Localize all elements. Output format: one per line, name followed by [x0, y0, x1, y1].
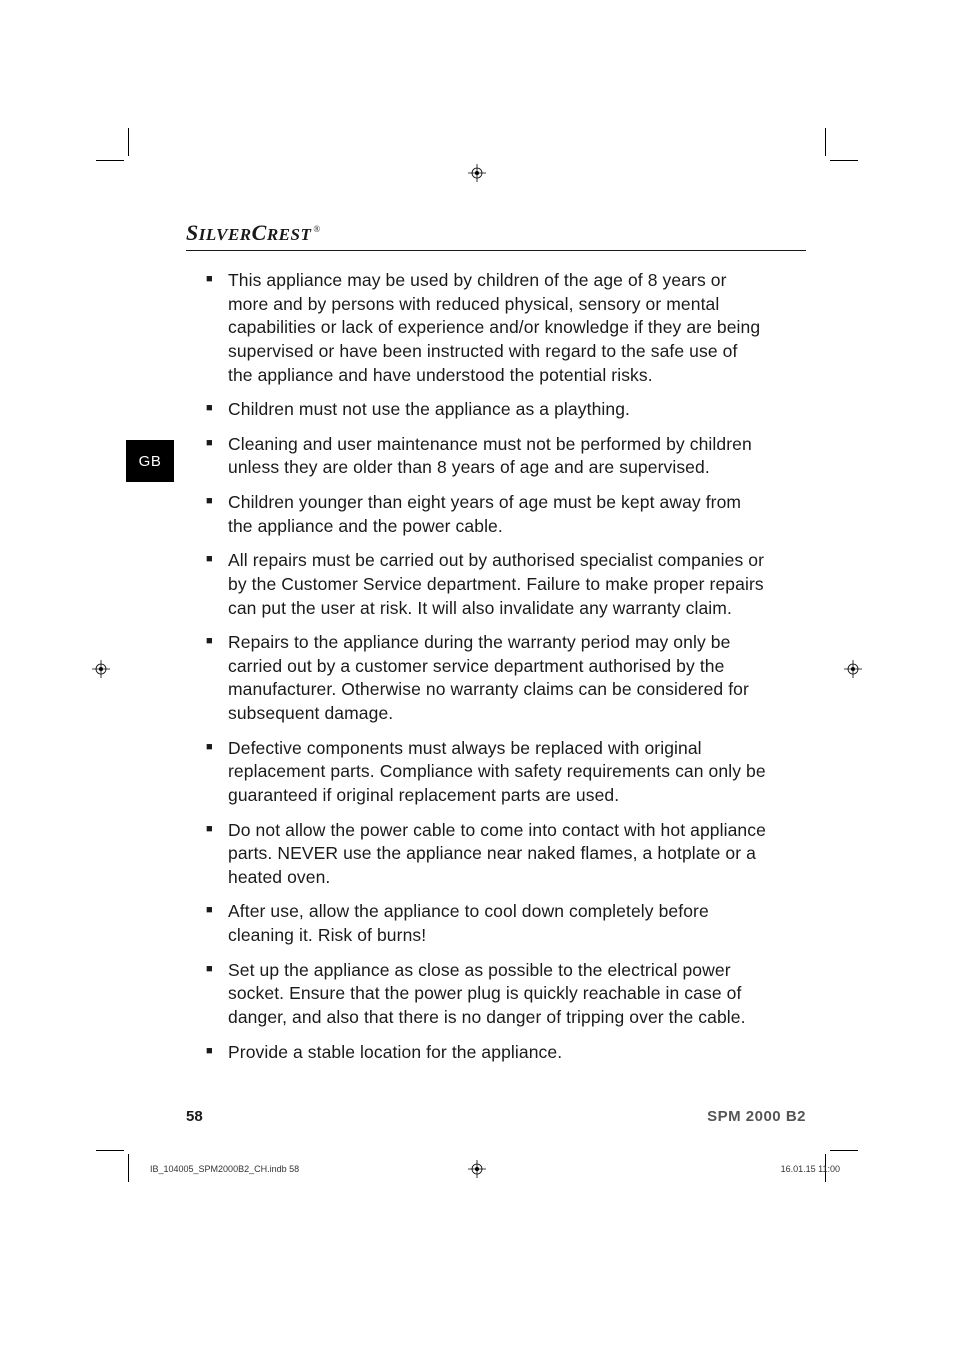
brand-logo: SILVERCREST ®	[186, 220, 806, 246]
registration-mark-icon	[468, 164, 486, 182]
crop-mark	[96, 1150, 124, 1151]
page-content: SILVERCREST ® This appliance may be used…	[186, 220, 806, 1075]
body-content: This appliance may be used by children o…	[206, 269, 766, 1064]
list-item: After use, allow the appliance to cool d…	[206, 900, 766, 947]
crop-mark	[830, 1150, 858, 1151]
crop-mark	[825, 128, 826, 156]
list-item: Repairs to the appliance during the warr…	[206, 631, 766, 726]
list-item: All repairs must be carried out by autho…	[206, 549, 766, 620]
page-number: 58	[186, 1108, 203, 1125]
list-item: Cleaning and user maintenance must not b…	[206, 433, 766, 480]
registration-mark-icon	[92, 660, 110, 678]
print-timestamp: 16.01.15 11:00	[781, 1164, 840, 1174]
language-tab: GB	[126, 440, 174, 482]
registration-mark-icon	[844, 660, 862, 678]
list-item: Provide a stable location for the applia…	[206, 1041, 766, 1065]
list-item: Children younger than eight years of age…	[206, 491, 766, 538]
list-item: Set up the appliance as close as possibl…	[206, 959, 766, 1030]
crop-mark	[96, 160, 124, 161]
print-file-name: IB_104005_SPM2000B2_CH.indb 58	[150, 1164, 299, 1174]
safety-bullet-list: This appliance may be used by children o…	[206, 269, 766, 1064]
crop-mark	[128, 1154, 129, 1182]
header-rule	[186, 250, 806, 251]
page-footer: 58 SPM 2000 B2	[186, 1108, 806, 1125]
model-number: SPM 2000 B2	[707, 1108, 806, 1125]
language-code: GB	[139, 453, 162, 470]
list-item: Children must not use the appliance as a…	[206, 398, 766, 422]
list-item: This appliance may be used by children o…	[206, 269, 766, 387]
crop-mark	[128, 128, 129, 156]
list-item: Defective components must always be repl…	[206, 737, 766, 808]
print-footer: IB_104005_SPM2000B2_CH.indb 58 16.01.15 …	[150, 1164, 840, 1174]
registered-mark: ®	[313, 224, 320, 234]
crop-mark	[830, 160, 858, 161]
list-item: Do not allow the power cable to come int…	[206, 819, 766, 890]
